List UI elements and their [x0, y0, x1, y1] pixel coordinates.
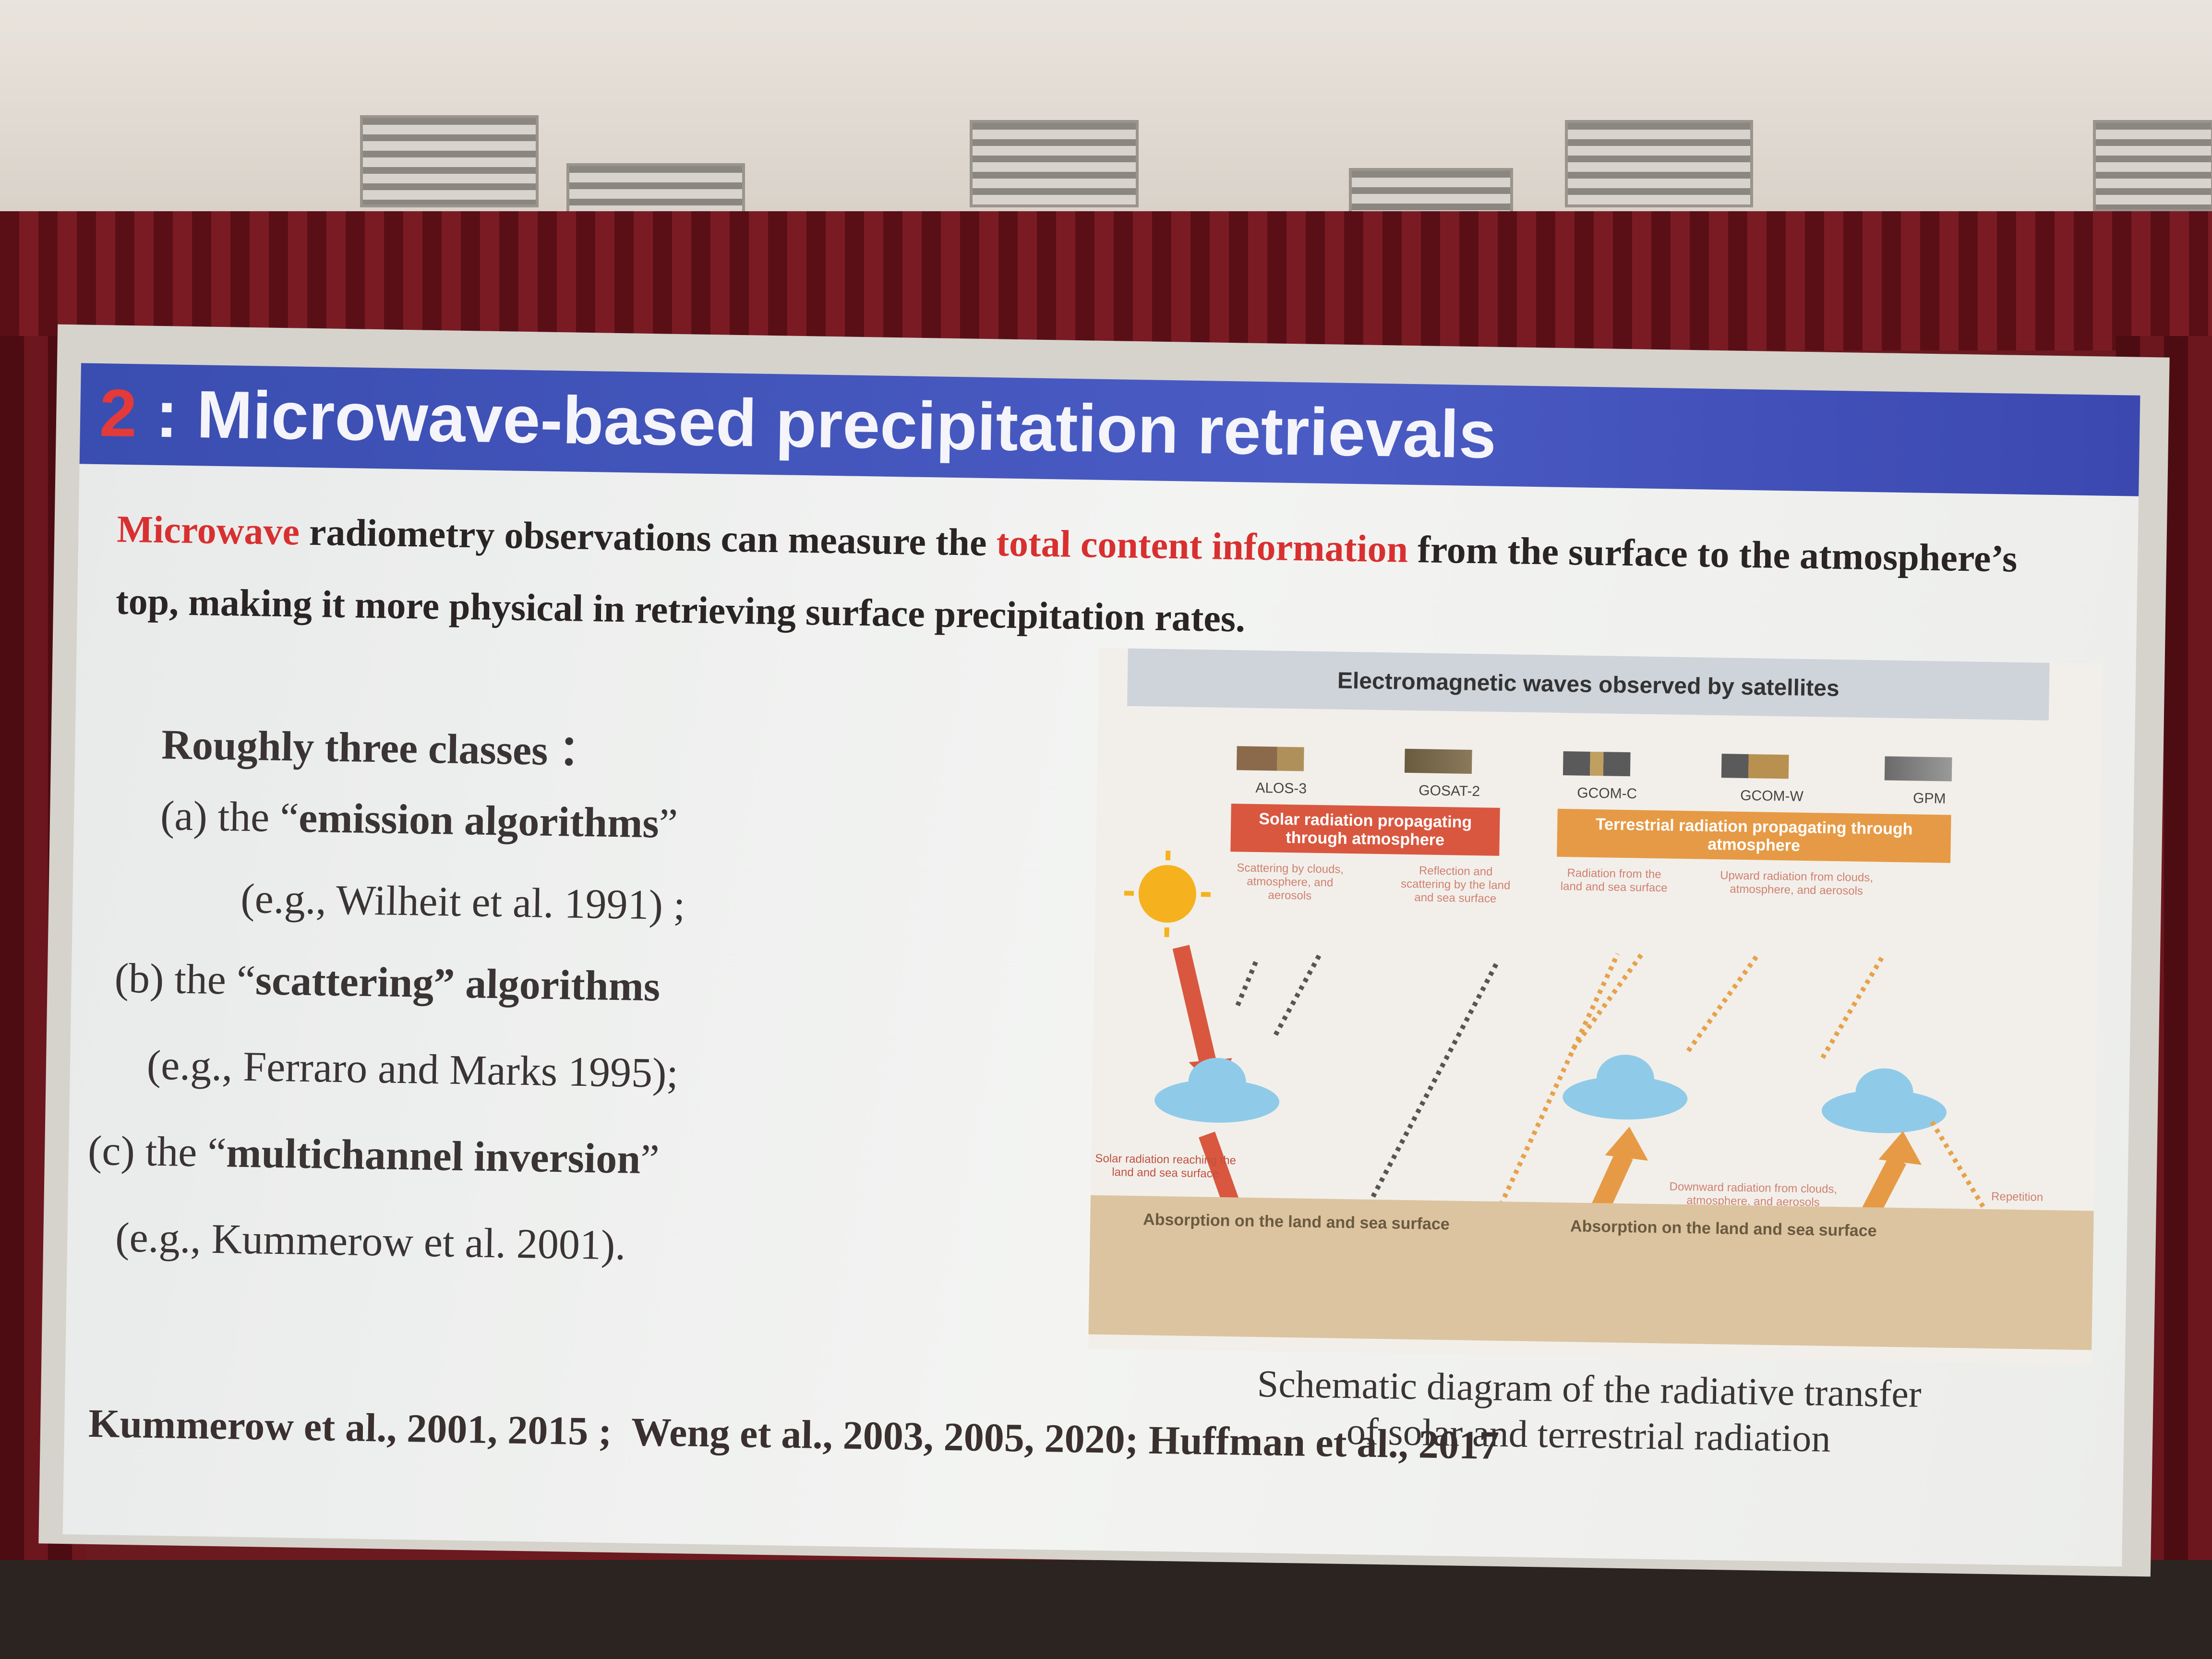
ceiling-vent: [360, 115, 539, 207]
ceiling-vent: [1349, 168, 1513, 217]
curtain-valance: [0, 211, 2212, 350]
title-text: : Microwave-based precipitation retrieva…: [136, 375, 1497, 472]
slide-title: 2 : Microwave-based precipitation retrie…: [99, 374, 1497, 474]
ceiling-vent: [970, 120, 1139, 207]
projection-screen: 2 : Microwave-based precipitation retrie…: [38, 324, 2170, 1577]
class-b-suffix: ” algorithms: [433, 960, 661, 1010]
intro-highlight-total: total content information: [996, 522, 1408, 571]
class-a-name: emission algorithms: [298, 794, 660, 847]
absorption-right: Absorption on the land and sea surface: [1570, 1217, 1877, 1240]
sun-rays-icon: [1124, 850, 1211, 938]
class-c: (c) the “multichannel inversion”: [87, 1127, 660, 1184]
class-c-suffix: ”: [640, 1136, 660, 1183]
label-repetition: Repetition: [1991, 1190, 2044, 1204]
cloud-icon: [1563, 1055, 1688, 1120]
class-b-prefix: (b) the “: [114, 955, 256, 1004]
slide: 2 : Microwave-based precipitation retrie…: [62, 363, 2140, 1567]
ceiling: [0, 0, 2212, 217]
class-b-name: scattering: [255, 957, 434, 1007]
cloud-icon: [1821, 1068, 1947, 1133]
ceiling-vent: [1565, 120, 1753, 207]
class-a-prefix: (a) the “: [160, 793, 300, 842]
class-a-ref: (e.g., Wilheit et al. 1991) ;: [240, 875, 686, 929]
intro-text-1: radiometry observations can measure the: [299, 511, 997, 565]
class-c-prefix: (c) the “: [87, 1127, 227, 1177]
ceiling-vent: [566, 163, 745, 217]
radiative-transfer-diagram: Electromagnetic waves observed by satell…: [1088, 648, 2103, 1365]
class-b-ref: (e.g., Ferraro and Marks 1995);: [146, 1042, 679, 1097]
ceiling-vent: [2093, 120, 2212, 212]
classes-heading: Roughly three classes ：: [161, 721, 601, 775]
dotted-arrows: [1235, 952, 1500, 1206]
class-a: (a) the “emission algorithms”: [160, 792, 678, 848]
title-number: 2: [99, 375, 138, 451]
terrestrial-arrow-head: [1878, 1131, 1922, 1165]
class-c-name: multichannel inversion: [226, 1130, 641, 1183]
solar-arrow: [1172, 945, 1216, 1065]
class-c-ref: (e.g., Kummerow et al. 2001).: [115, 1214, 626, 1269]
label-solar-reaching: Solar radiation reaching the land and se…: [1095, 1152, 1237, 1180]
sun-icon: [1138, 865, 1196, 923]
cloud-icon: [1154, 1058, 1280, 1123]
terrestrial-arrow-head: [1605, 1127, 1648, 1161]
intro-paragraph: Microwave radiometry observations can me…: [115, 493, 2037, 668]
class-b: (b) the “scattering” algorithms: [114, 954, 661, 1011]
absorption-band: Absorption on the land and sea surface A…: [1088, 1195, 2094, 1350]
absorption-left: Absorption on the land and sea surface: [1142, 1210, 1450, 1234]
intro-highlight-microwave: Microwave: [116, 508, 300, 553]
class-a-suffix: ”: [658, 800, 678, 848]
title-bar: 2 : Microwave-based precipitation retrie…: [79, 363, 2140, 496]
floor: [0, 1560, 2212, 1659]
